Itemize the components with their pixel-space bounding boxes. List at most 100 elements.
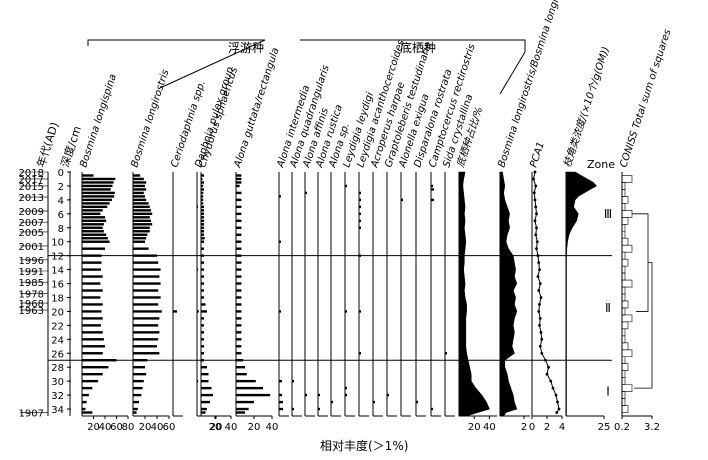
chydorus-sphaericus-bar [201, 296, 204, 299]
bosmina-longispina-x-tick-label: 40 [99, 422, 112, 433]
alona-guttata-rectangula-bar [236, 261, 242, 264]
alona-guttata-rectangula-taxon-label: Alona guttata/rectangula [232, 46, 281, 169]
pca1-point [537, 310, 541, 313]
chydorus-sphaericus-bar [201, 386, 212, 390]
bosmina-longispina-bar [82, 247, 105, 250]
alona-affinis-bar [305, 393, 307, 397]
bosmina-longirostris-bar [133, 345, 157, 348]
depth-tick-label: 16 [51, 280, 64, 291]
pca1-point [538, 303, 541, 306]
alona-guttata-rectangula-bar [236, 205, 242, 209]
bosmina-longirostris-x-tick-label: 60 [163, 422, 176, 433]
coniss-branch [622, 244, 633, 253]
pca1-point [533, 198, 537, 202]
alona-guttata-rectangula-bar [236, 181, 242, 184]
age-tick-label: 1991 [19, 267, 44, 278]
bosmina-longispina-bar [82, 212, 101, 216]
pca1-point [538, 344, 542, 348]
leydigia-acanthocercoides-bar [359, 198, 361, 202]
ceriodaphnia-spp-bar [173, 310, 177, 313]
bosmina-longirostris-bar [133, 188, 147, 191]
chydorus-sphaericus-bar [201, 230, 204, 233]
bosmina-longispina-bar [82, 324, 101, 327]
alona-guttata-rectangula-bar [236, 174, 242, 177]
coniss-branch [622, 279, 633, 288]
bosmina-longispina-bar [82, 191, 115, 195]
alona-rustica-bar [318, 407, 320, 411]
age-tick-label: 1985 [19, 278, 44, 289]
leydigia-leydigi-bar [345, 310, 347, 313]
alona-intermedia-bar [279, 393, 282, 397]
pca1-x-tick-label: 4 [559, 422, 565, 433]
bosmina-longirostris-bar [133, 324, 159, 327]
bosmina-longirostris-bar [133, 303, 159, 306]
alona-guttata-rectangula-bar [236, 177, 242, 181]
leydigia-leydigi-bar [345, 386, 347, 390]
bosmina-longispina-bar [82, 177, 116, 181]
chydorus-sphaericus-bar [201, 338, 204, 341]
age-tick-label: 1968 [19, 299, 44, 310]
bosmina-longispina-bar [82, 240, 110, 243]
pca1-point [557, 407, 561, 411]
bosmina-longirostris-bosmina-longispina-taxon-label: Bosmina longirostris/Bosmina longispina [496, 0, 569, 169]
alona-guttata-rectangula-bar [236, 184, 240, 188]
chydorus-sphaericus-bar [201, 247, 204, 250]
age-tick-label: 2018 [19, 168, 44, 179]
bosmina-longirostris-bar [133, 310, 162, 313]
chydorus-sphaericus-bar [201, 212, 204, 216]
pca1-point [555, 411, 559, 414]
pca1-point [549, 379, 553, 383]
bosmina-longispina-bar [82, 198, 112, 202]
bosmina-longirostris-bar [133, 202, 149, 205]
pca1-point [535, 212, 538, 216]
depth-tick-label: 12 [51, 252, 64, 263]
alona-guttata-rectangula-bar [236, 317, 242, 320]
pca1-point [538, 268, 541, 271]
bosmina-longispina-bar [82, 184, 113, 188]
coniss-total-sum-of-squares-taxon-label: CONISS Total sum of squares [618, 28, 673, 169]
bosmina-longispina-bar [82, 338, 104, 341]
zone-label: Ⅱ [605, 301, 611, 315]
age-tick-label: 1963 [19, 306, 44, 317]
sida-crystallina-bar [445, 352, 447, 355]
chydorus-sphaericus-bar [201, 226, 204, 229]
alona-guttata-rectangula-bar [236, 379, 256, 383]
alona-guttata-rectangula-bar [236, 198, 242, 202]
alona-intermedia-bar [279, 195, 281, 198]
chydorus-sphaericus-bar [201, 240, 204, 243]
coniss-branch [622, 237, 629, 246]
alona-guttata-rectangula-bar [236, 233, 242, 236]
pca1-point [532, 191, 536, 195]
alona-intermedia-bar [279, 379, 282, 383]
chydorus-sphaericus-bar [201, 177, 203, 181]
alona-guttata-rectangula-x-tick-label: 20 [248, 422, 261, 433]
leydigia-acanthocercoides-bar [359, 352, 361, 355]
bosmina-longispina-bar [82, 202, 110, 205]
leydigia-acanthocercoides-bar [359, 191, 361, 195]
alona-rustica-bar [318, 393, 320, 397]
chydorus-sphaericus-bar [201, 379, 209, 383]
bosmina-longispina-x-tick-label: 20 [87, 422, 100, 433]
bosmina-longirostris-bar [133, 219, 151, 222]
bosmina-longirostris-bar [133, 177, 144, 181]
chydorus-sphaericus-bar [201, 317, 204, 320]
bosmina-longispina-bar [82, 303, 103, 306]
bosmina-longispina-bar [82, 352, 103, 355]
bosmina-longispina-bar [82, 174, 94, 177]
bosmina-longispina-bar [82, 219, 107, 222]
pca1-point [539, 296, 543, 299]
bosmina-longirostris-bar [133, 296, 161, 299]
chydorus-sphaericus-bar [201, 352, 204, 355]
chydorus-sphaericus-bar [201, 261, 204, 264]
alona-guttata-rectangula-bar [236, 338, 242, 341]
age-axis-label: 年代(AD) [34, 120, 62, 169]
chydorus-sphaericus-bar [201, 174, 204, 177]
bosmina-longispina-bar [82, 275, 103, 278]
alonella-exigua-bar [401, 198, 403, 202]
depth-tick-label: 14 [51, 266, 64, 277]
benthic-group-label: 底栖种 [400, 40, 436, 55]
bosmina-longispina-bar [82, 372, 103, 376]
alona-guttata-rectangula-bar [236, 191, 242, 195]
bosmina-longirostris-taxon-label: Bosmina longirostris [129, 68, 171, 169]
